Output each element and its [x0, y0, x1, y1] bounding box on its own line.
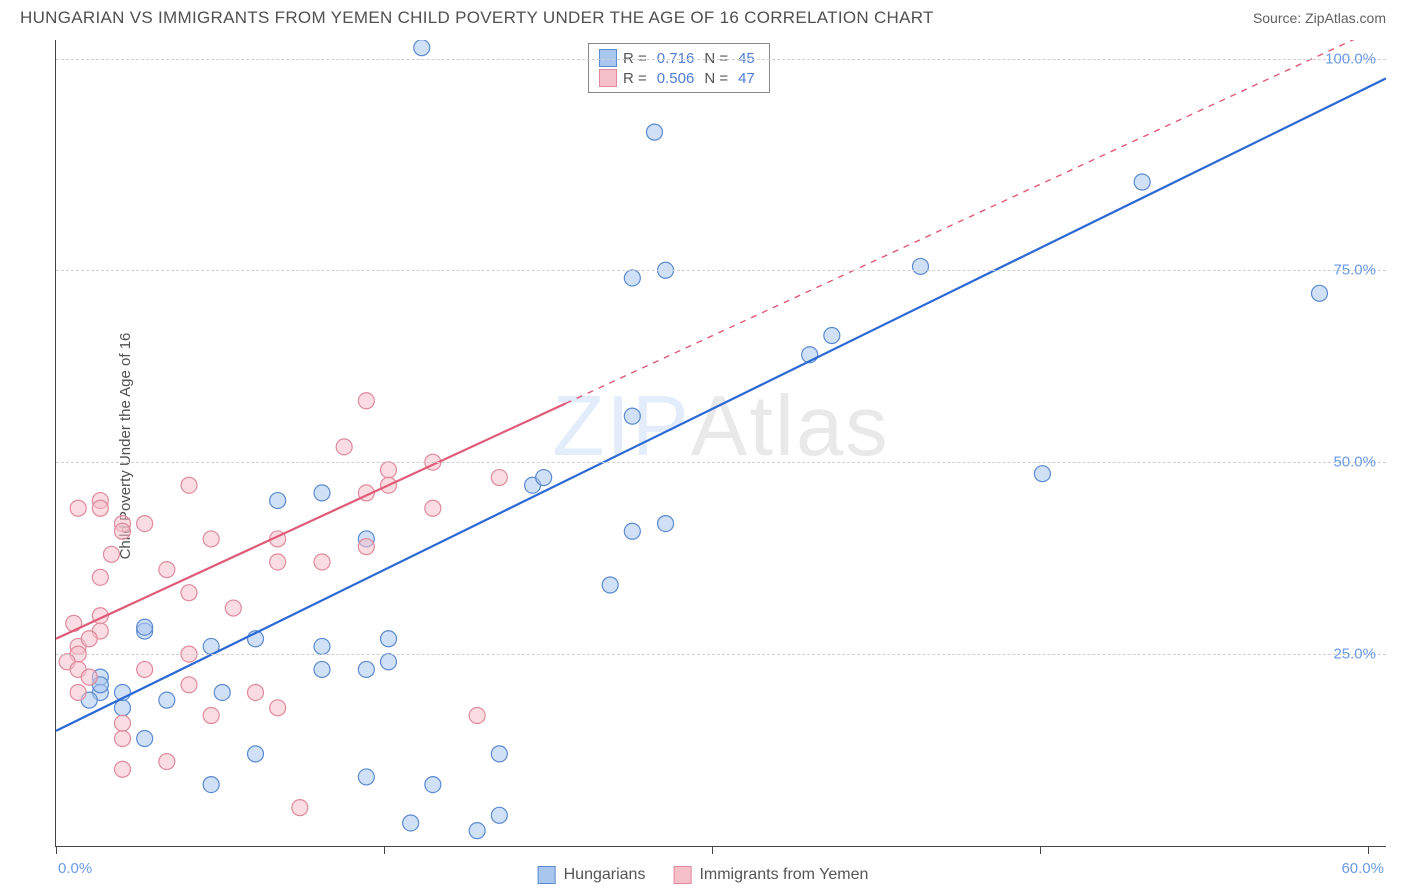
n-value-1: 47	[738, 70, 755, 87]
plot-svg	[56, 40, 1386, 846]
n-label: N =	[704, 70, 728, 87]
r-label: R =	[623, 50, 647, 67]
swatch-yemen-b	[673, 866, 691, 884]
swatch-hungarians-b	[538, 866, 556, 884]
legend-label-0: Hungarians	[564, 866, 646, 884]
r-value-1: 0.506	[657, 70, 695, 87]
y-tick-label: 25.0%	[1333, 646, 1376, 663]
legend-row-yemen: R = 0.506 N = 47	[599, 68, 759, 88]
source-prefix: Source:	[1253, 10, 1305, 26]
r-label: R =	[623, 70, 647, 87]
legend-row-hungarians: R = 0.716 N = 45	[599, 48, 759, 68]
r-value-0: 0.716	[657, 50, 695, 67]
legend-item-hungarians: Hungarians	[538, 866, 646, 884]
legend-label-1: Immigrants from Yemen	[699, 866, 868, 884]
n-value-0: 45	[738, 50, 755, 67]
y-tick-label: 50.0%	[1333, 454, 1376, 471]
swatch-hungarians	[599, 49, 617, 67]
source-name: ZipAtlas.com	[1305, 10, 1386, 26]
source-attribution: Source: ZipAtlas.com	[1253, 10, 1386, 26]
swatch-yemen	[599, 69, 617, 87]
page-title: HUNGARIAN VS IMMIGRANTS FROM YEMEN CHILD…	[20, 8, 934, 28]
legend-series: Hungarians Immigrants from Yemen	[538, 866, 869, 884]
x-tick-label-min: 0.0%	[58, 860, 92, 877]
x-tick-label-max: 60.0%	[1341, 860, 1384, 877]
legend-correlation: R = 0.716 N = 45 R = 0.506 N = 47	[588, 43, 770, 93]
n-label: N =	[704, 50, 728, 67]
y-tick-label: 100.0%	[1325, 51, 1376, 68]
y-tick-label: 75.0%	[1333, 262, 1376, 279]
scatter-chart: ZIPAtlas R = 0.716 N = 45 R = 0.506 N = …	[55, 40, 1386, 847]
legend-item-yemen: Immigrants from Yemen	[673, 866, 868, 884]
